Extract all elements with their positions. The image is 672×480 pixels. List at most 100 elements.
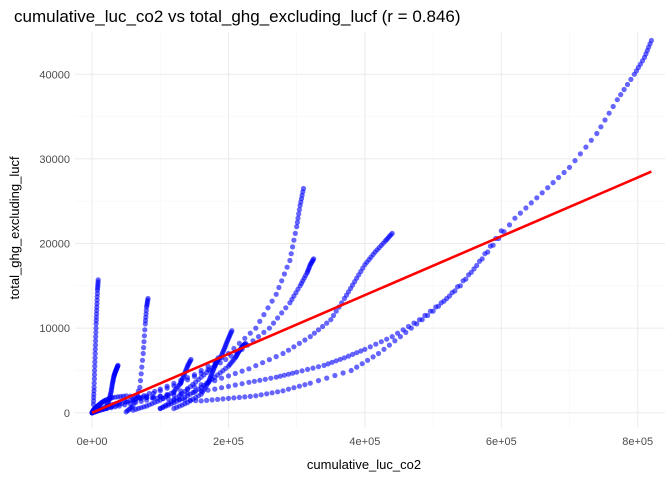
data-point [144, 397, 150, 403]
data-point [242, 394, 248, 400]
data-point [279, 278, 285, 284]
data-point [141, 345, 147, 351]
data-point [281, 271, 287, 277]
data-point [294, 219, 300, 225]
data-point [255, 334, 262, 340]
data-point [291, 237, 297, 243]
data-point [260, 360, 266, 366]
data-point [444, 295, 450, 302]
data-point [594, 130, 600, 137]
data-point [295, 215, 301, 221]
data-point [276, 284, 282, 291]
data-point [362, 346, 368, 352]
data-point [266, 325, 272, 331]
data-point [232, 382, 238, 388]
data-point [264, 391, 270, 397]
x-tick-label: 0e+00 [77, 436, 108, 448]
data-point [92, 363, 98, 369]
data-point [92, 359, 98, 365]
data-point [246, 366, 252, 372]
data-point [137, 378, 144, 384]
data-point [294, 369, 300, 375]
data-point [315, 378, 322, 384]
data-point [283, 305, 289, 311]
data-point [350, 351, 356, 357]
data-point [400, 327, 406, 333]
data-point [476, 258, 483, 264]
data-point [460, 278, 466, 284]
data-point [324, 320, 330, 326]
data-point [598, 124, 604, 130]
data-point [91, 372, 98, 378]
data-point [223, 356, 229, 363]
data-point [572, 158, 578, 164]
data-point [427, 308, 433, 314]
data-point [270, 320, 277, 326]
regression-line [91, 170, 652, 414]
data-point [268, 375, 274, 381]
y-tick-label: 20000 [39, 239, 70, 251]
data-point [209, 397, 215, 403]
data-point [302, 382, 308, 388]
data-point [358, 348, 364, 354]
data-point [247, 330, 253, 336]
data-point [225, 395, 232, 401]
data-point [198, 398, 204, 404]
data-point [411, 320, 417, 326]
data-point [345, 353, 352, 359]
data-point [215, 396, 221, 402]
data-point [296, 207, 302, 213]
data-point [545, 185, 551, 191]
data-point [315, 327, 322, 333]
data-point [583, 144, 589, 150]
data-point [325, 361, 331, 367]
data-point [614, 97, 620, 103]
data-point [157, 388, 163, 394]
data-point [287, 257, 293, 264]
data-point [141, 339, 147, 345]
data-point [577, 151, 584, 157]
data-point [337, 356, 343, 362]
data-point [285, 386, 292, 392]
data-point [246, 379, 252, 385]
data-point [550, 180, 556, 186]
data-point [280, 350, 286, 357]
data-point [91, 380, 97, 386]
data-point [455, 284, 461, 290]
data-point [225, 383, 232, 389]
data-point [528, 200, 534, 206]
data-point [566, 164, 573, 170]
data-point [506, 222, 513, 228]
data-point [164, 385, 170, 391]
data-point [144, 393, 150, 399]
data-point [291, 385, 297, 391]
data-point [624, 81, 631, 88]
data-point [91, 376, 97, 382]
data-point [212, 386, 218, 392]
data-point [253, 393, 259, 399]
data-point [299, 368, 305, 374]
data-point [341, 355, 347, 361]
data-point [258, 392, 264, 398]
data-point [602, 117, 608, 123]
data-point [225, 373, 232, 379]
data-point [296, 340, 302, 346]
data-point [219, 385, 225, 391]
data-point [324, 375, 330, 381]
data-point [92, 355, 98, 361]
y-tick-label: 30000 [39, 154, 70, 166]
data-point [277, 373, 283, 379]
data-point [438, 300, 444, 306]
data-point [251, 378, 257, 384]
data-point [588, 137, 594, 143]
data-point [93, 334, 99, 340]
y-tick-label: 40000 [39, 69, 70, 81]
data-point [92, 350, 98, 357]
data-point [328, 317, 334, 323]
data-point [296, 383, 302, 389]
data-point [239, 381, 245, 387]
data-point [123, 399, 129, 405]
data-point [512, 215, 518, 221]
grid [75, 32, 665, 428]
data-point [145, 295, 151, 302]
